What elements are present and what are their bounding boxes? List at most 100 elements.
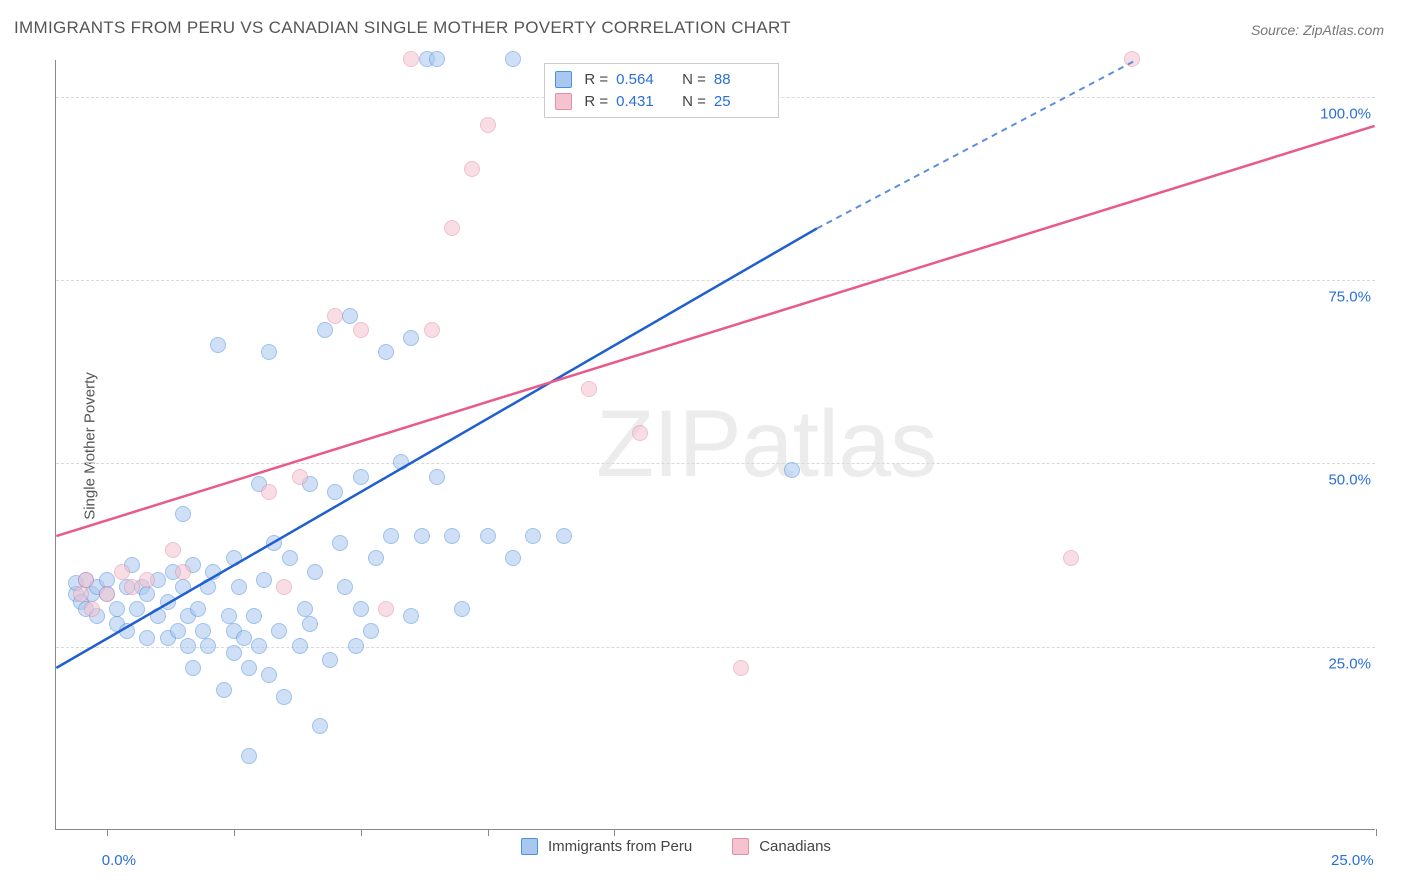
data-point-canadians [124,579,140,595]
data-point-peru [348,638,364,654]
data-point-peru [241,660,257,676]
data-point-peru [429,469,445,485]
data-point-peru [190,601,206,617]
data-point-peru [383,528,399,544]
x-tick-label: 25.0% [1331,852,1374,869]
data-point-canadians [464,161,480,177]
data-point-peru [556,528,572,544]
data-point-canadians [114,564,130,580]
data-point-canadians [327,308,343,324]
data-point-peru [378,344,394,360]
legend-swatch-canadians [555,93,572,110]
data-point-peru [393,454,409,470]
data-point-peru [353,601,369,617]
data-point-peru [261,344,277,360]
legend-stats: R =0.564N =88R =0.431N =25 [544,63,779,118]
data-point-peru [414,528,430,544]
data-point-peru [200,638,216,654]
data-point-peru [109,601,125,617]
data-point-peru [139,630,155,646]
data-point-peru [150,608,166,624]
data-point-peru [210,337,226,353]
data-point-peru [246,608,262,624]
data-point-canadians [84,601,100,617]
data-point-peru [271,623,287,639]
data-point-canadians [165,542,181,558]
data-point-peru [276,689,292,705]
data-point-peru [297,601,313,617]
data-point-peru [322,652,338,668]
data-point-peru [327,484,343,500]
data-point-peru [337,579,353,595]
r-label: R = [584,93,608,110]
data-point-peru [332,535,348,551]
y-tick-label: 25.0% [1328,655,1377,672]
data-point-peru [353,469,369,485]
plot-area: ZIPatlas 25.0%50.0%75.0%100.0%0.0%25.0%R… [55,60,1375,830]
data-point-peru [226,550,242,566]
data-point-canadians [353,322,369,338]
data-point-canadians [1063,550,1079,566]
data-point-canadians [175,564,191,580]
data-point-peru [312,718,328,734]
data-point-canadians [78,572,94,588]
data-point-canadians [1124,51,1140,67]
data-point-canadians [73,586,89,602]
data-point-peru [505,550,521,566]
data-point-peru [266,535,282,551]
data-point-peru [363,623,379,639]
data-point-canadians [444,220,460,236]
x-tick [234,829,235,836]
data-point-peru [444,528,460,544]
data-point-peru [216,682,232,698]
data-point-canadians [581,381,597,397]
data-point-peru [226,645,242,661]
data-point-peru [784,462,800,478]
trend-lines [56,60,1375,829]
data-point-peru [525,528,541,544]
data-point-peru [307,564,323,580]
legend-label-canadians: Canadians [759,838,831,855]
data-point-peru [292,638,308,654]
data-point-peru [454,601,470,617]
data-point-peru [261,667,277,683]
data-point-peru [175,579,191,595]
y-tick-label: 75.0% [1328,289,1377,306]
data-point-canadians [99,586,115,602]
y-tick-label: 50.0% [1328,472,1377,489]
data-point-peru [99,572,115,588]
data-point-canadians [292,469,308,485]
data-point-peru [403,608,419,624]
data-point-peru [236,630,252,646]
data-point-peru [129,601,145,617]
gridline [56,280,1375,281]
data-point-peru [429,51,445,67]
r-value: 0.564 [616,71,670,88]
n-label: N = [682,93,706,110]
data-point-peru [302,616,318,632]
legend-swatch-peru [521,838,538,855]
data-point-peru [505,51,521,67]
r-value: 0.431 [616,93,670,110]
data-point-canadians [139,572,155,588]
data-point-peru [256,572,272,588]
watermark: ZIPatlas [596,390,936,499]
data-point-canadians [276,579,292,595]
data-point-canadians [480,117,496,133]
source-label: Source: ZipAtlas.com [1251,22,1384,38]
data-point-peru [368,550,384,566]
legend-row-peru: R =0.564N =88 [555,68,768,90]
data-point-peru [195,623,211,639]
legend-swatch-peru [555,71,572,88]
data-point-canadians [424,322,440,338]
gridline [56,463,1375,464]
n-label: N = [682,71,706,88]
data-point-canadians [378,601,394,617]
n-value: 25 [714,93,768,110]
n-value: 88 [714,71,768,88]
data-point-peru [185,660,201,676]
data-point-peru [160,594,176,610]
data-point-peru [175,506,191,522]
data-point-peru [170,623,186,639]
data-point-peru [119,623,135,639]
